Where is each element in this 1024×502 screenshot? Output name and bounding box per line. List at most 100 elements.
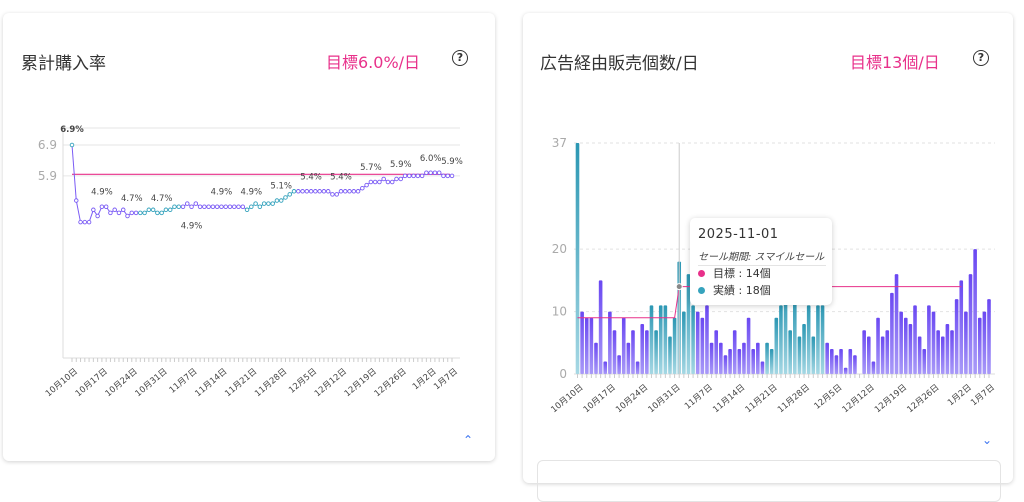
data-point bbox=[325, 189, 331, 194]
bar bbox=[700, 317, 705, 374]
data-point bbox=[372, 179, 378, 185]
x-tick-label: 12月12日 bbox=[313, 367, 349, 399]
line-segment bbox=[75, 200, 82, 223]
data-point bbox=[355, 189, 361, 194]
bar bbox=[977, 317, 982, 374]
x-tick-label: 10月24日 bbox=[614, 383, 650, 415]
data-point bbox=[86, 219, 92, 225]
data-point bbox=[82, 219, 88, 225]
data-point bbox=[253, 201, 258, 206]
bar bbox=[853, 355, 857, 374]
data-point bbox=[167, 207, 173, 213]
data-point bbox=[103, 204, 109, 209]
x-tick-label: 1月2日 bbox=[946, 383, 974, 409]
bar bbox=[668, 336, 672, 374]
data-point bbox=[257, 204, 263, 209]
y-tick-label: 0 bbox=[559, 367, 567, 381]
bar bbox=[691, 305, 695, 374]
bar bbox=[825, 342, 829, 374]
data-label: 6.9% bbox=[60, 125, 84, 135]
hover-dot bbox=[675, 283, 683, 291]
bar bbox=[635, 361, 640, 374]
bar bbox=[779, 305, 783, 374]
data-point bbox=[415, 173, 421, 179]
tooltip-actual-text: 実績 : 18個 bbox=[713, 284, 771, 297]
data-point bbox=[99, 204, 105, 209]
tooltip-date: 2025-11-01 bbox=[698, 227, 779, 242]
data-point bbox=[364, 182, 369, 188]
data-point bbox=[155, 210, 160, 216]
data-point bbox=[125, 213, 130, 219]
x-tick-label: 10月10日 bbox=[44, 367, 80, 399]
x-tick-label: 11月21日 bbox=[744, 383, 780, 415]
bar bbox=[714, 330, 719, 374]
data-point bbox=[176, 204, 181, 209]
data-point bbox=[159, 210, 164, 216]
x-tick-label: 10月17日 bbox=[582, 383, 618, 415]
data-point bbox=[368, 179, 374, 185]
data-label: 4.7% bbox=[121, 194, 143, 204]
x-tick-label: 10月17日 bbox=[74, 367, 110, 399]
data-point bbox=[338, 189, 344, 194]
chevron-down-icon[interactable]: ⌄ bbox=[982, 433, 993, 447]
bar bbox=[811, 336, 816, 374]
bar bbox=[797, 336, 802, 374]
data-point bbox=[402, 173, 408, 179]
data-point bbox=[214, 204, 220, 209]
data-point bbox=[138, 210, 143, 216]
data-point bbox=[116, 210, 122, 216]
chart-tooltip: 2025-11-01 セール期間: スマイルセール 目標 : 14個 実績 : … bbox=[690, 218, 832, 305]
bar bbox=[612, 330, 617, 374]
data-point bbox=[172, 204, 177, 209]
data-point bbox=[108, 210, 113, 216]
data-point bbox=[330, 192, 335, 197]
bar bbox=[834, 355, 839, 374]
bar bbox=[950, 330, 954, 374]
data-label: 5.7% bbox=[360, 163, 382, 173]
bar bbox=[862, 330, 866, 374]
bar bbox=[927, 305, 931, 374]
tooltip-actual: 実績 : 18個 bbox=[698, 282, 771, 298]
data-point bbox=[377, 179, 382, 185]
bar bbox=[885, 330, 890, 374]
bar bbox=[783, 292, 788, 374]
data-label: 4.9% bbox=[91, 188, 113, 198]
data-point bbox=[74, 198, 79, 203]
bar bbox=[742, 342, 746, 374]
bar bbox=[608, 311, 612, 374]
y-tick-label: 6.9 bbox=[38, 138, 57, 152]
bar bbox=[580, 311, 584, 374]
bar bbox=[649, 305, 654, 374]
data-point bbox=[449, 173, 455, 179]
data-label: 5.9% bbox=[441, 157, 463, 167]
chevron-up-icon[interactable]: ⌃ bbox=[463, 433, 474, 447]
data-point bbox=[249, 204, 254, 209]
data-point bbox=[394, 176, 399, 182]
bar bbox=[695, 311, 700, 374]
bar bbox=[848, 349, 853, 374]
bar bbox=[631, 330, 635, 374]
card-title: 広告経由販売個数/日 bbox=[540, 54, 699, 74]
data-label: 5.4% bbox=[330, 172, 352, 182]
y-tick-label: 37 bbox=[552, 136, 567, 150]
x-tick-label: 1月7日 bbox=[969, 383, 997, 409]
bar bbox=[876, 317, 880, 374]
x-tick-label: 11月28日 bbox=[253, 367, 289, 399]
bar bbox=[756, 342, 760, 374]
data-label: 5.4% bbox=[300, 172, 322, 182]
data-point bbox=[351, 189, 357, 194]
help-icon[interactable]: ? bbox=[973, 50, 989, 66]
data-point bbox=[313, 189, 318, 194]
data-point bbox=[261, 201, 267, 206]
data-point bbox=[343, 189, 348, 194]
data-point bbox=[146, 207, 152, 213]
data-point bbox=[69, 142, 75, 148]
help-icon[interactable]: ? bbox=[452, 50, 468, 66]
actual-dot-icon bbox=[698, 287, 705, 294]
bar bbox=[839, 349, 843, 374]
bar bbox=[626, 342, 631, 374]
bar bbox=[723, 355, 728, 374]
data-point bbox=[411, 173, 416, 179]
y-tick-label: 20 bbox=[552, 242, 567, 256]
data-point bbox=[227, 204, 233, 209]
